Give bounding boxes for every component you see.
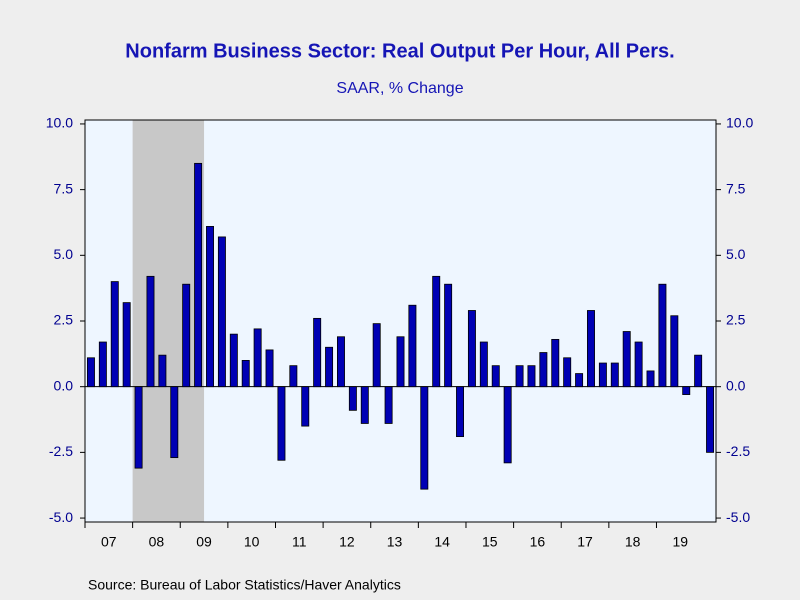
bar	[539, 352, 548, 388]
x-tick-label: 12	[339, 534, 355, 550]
source: Source: Bureau of Labor Statistics/Haver…	[88, 577, 401, 593]
bar	[206, 226, 214, 388]
bar	[265, 349, 274, 388]
chart-subtitle: SAAR, % Change	[336, 80, 463, 97]
bar	[396, 336, 405, 388]
bar	[170, 386, 179, 459]
bar	[384, 386, 393, 424]
bar	[456, 386, 465, 438]
bar	[610, 362, 619, 388]
bar	[408, 304, 417, 388]
recession-shade	[132, 120, 205, 522]
bar	[360, 386, 369, 424]
bar	[646, 370, 655, 388]
bar	[467, 310, 476, 388]
y-tick-label: 0.0	[54, 377, 74, 393]
y-tick-label: 5.0	[54, 246, 74, 262]
bar	[491, 365, 500, 388]
y2-tick-label: -2.5	[726, 443, 750, 459]
bar	[670, 315, 679, 388]
x-tick-label: 07	[101, 534, 117, 550]
x-tick-label: 13	[387, 534, 403, 550]
bar	[587, 310, 595, 388]
bar	[217, 236, 226, 388]
bar	[336, 336, 345, 388]
y-tick-label: 2.5	[54, 312, 74, 328]
bar	[682, 386, 691, 395]
bar	[527, 365, 536, 388]
bar	[444, 283, 453, 388]
y2-tick-label: 2.5	[726, 312, 746, 328]
bar	[146, 275, 155, 388]
bar	[420, 386, 429, 490]
x-tick-label: 10	[244, 534, 260, 550]
y-tick-label: -2.5	[49, 443, 73, 459]
y-tick-label: 10.0	[46, 115, 73, 131]
bar	[182, 283, 191, 388]
bar	[325, 346, 334, 388]
bar	[658, 283, 667, 388]
x-tick-label: 16	[530, 534, 546, 550]
bar	[575, 373, 584, 388]
x-tick-label: 09	[196, 534, 212, 550]
bar	[432, 275, 441, 388]
bar	[122, 302, 131, 388]
chart-title: Nonfarm Business Sector: Real Output Per…	[125, 40, 674, 62]
bar	[598, 362, 607, 388]
bar	[134, 386, 143, 469]
bar	[706, 386, 715, 453]
x-tick-label: 15	[482, 534, 498, 550]
y2-tick-label: 7.5	[726, 180, 746, 196]
x-tick-label: 17	[577, 534, 593, 550]
x-tick-label: 19	[672, 534, 688, 550]
bar	[515, 365, 524, 388]
bar	[503, 386, 512, 464]
bar	[348, 386, 357, 411]
x-tick-label: 14	[434, 534, 450, 550]
bar	[563, 357, 572, 388]
x-tick-label: 18	[625, 534, 641, 550]
x-tick-label: 11	[292, 534, 307, 550]
bar	[229, 333, 238, 388]
y-tick-label: -5.0	[49, 509, 73, 525]
y2-tick-label: 10.0	[726, 115, 753, 131]
bar	[98, 341, 107, 388]
bar	[289, 365, 298, 388]
bar	[634, 341, 643, 388]
bar	[551, 338, 560, 388]
y2-tick-label: 0.0	[726, 377, 746, 393]
bar	[86, 357, 95, 388]
bar	[110, 281, 119, 388]
plot-frame	[84, 119, 717, 523]
bar	[277, 386, 286, 461]
bar	[253, 328, 262, 388]
bar	[194, 162, 203, 388]
y2-tick-label: 5.0	[726, 246, 746, 262]
y2-tick-label: -5.0	[726, 509, 750, 525]
bar	[622, 331, 631, 388]
x-tick-label: 08	[149, 534, 165, 550]
y-tick-label: 7.5	[54, 180, 74, 196]
bar	[694, 354, 703, 388]
bar	[158, 354, 167, 388]
bar	[372, 323, 381, 388]
bar	[479, 341, 488, 388]
bar	[313, 317, 322, 388]
bar	[241, 360, 250, 388]
bar	[301, 386, 310, 427]
